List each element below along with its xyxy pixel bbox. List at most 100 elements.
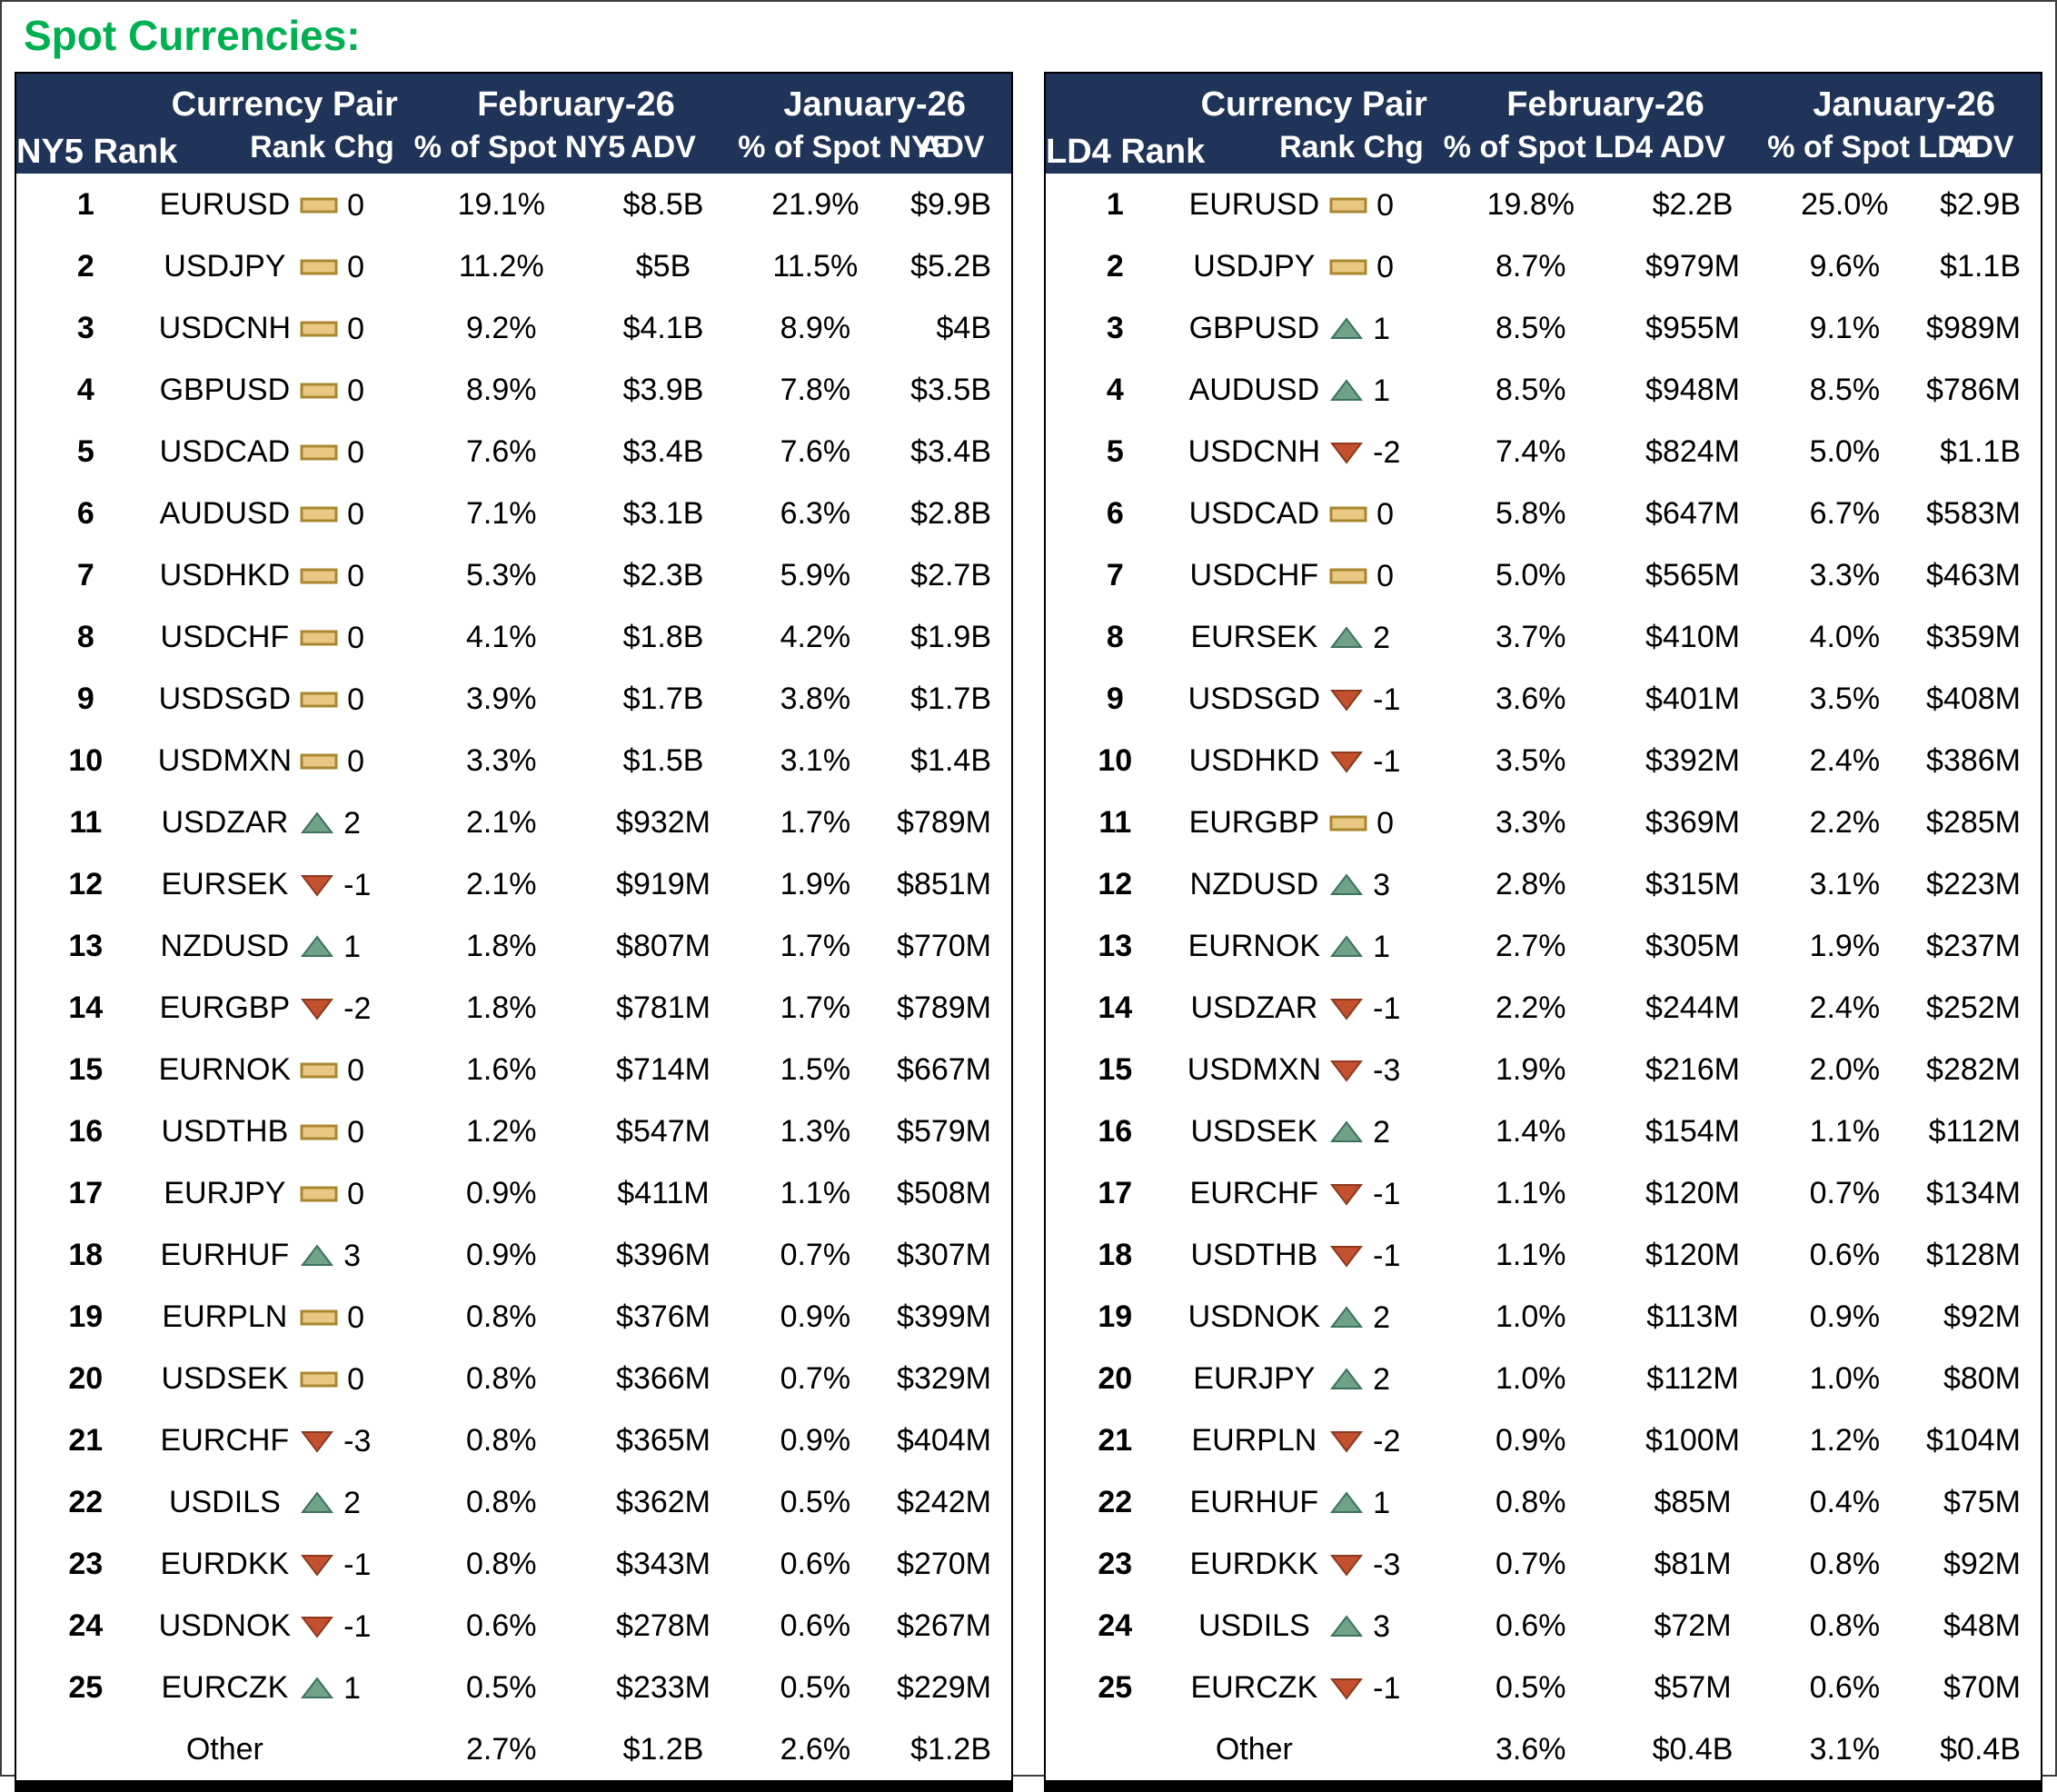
currency-row: 2 USDJPY 0 11.2% $5B 11.5% $5.2B [15,235,1012,297]
feb-pct-cell: 3.5% [1496,743,1566,779]
currency-row: 5 USDCNH -2 7.4% $824M 5.0% $1.1B [1045,421,2042,483]
pair-cell: EURSEK [1190,620,1318,655]
feb-pct-cell: 1.8% [466,929,537,964]
feb-pct-cell: 0.8% [466,1423,537,1458]
rank-cell: 9 [76,682,94,717]
rank-cell: 21 [68,1423,104,1458]
jan-adv-cell: $789M [897,805,991,841]
currency-row: 7 USDCHF 0 5.0% $565M 3.3% $463M [1045,544,2042,606]
rank-flat-icon [1329,196,1367,214]
feb-adv-cell: $807M [616,929,711,964]
rank-chg-cell: 1 [294,915,414,977]
rank-chg-cell: 0 [294,483,414,544]
currency-row: 10 USDMXN 0 3.3% $1.5B 3.1% $1.4B [15,730,1012,791]
currency-row: 16 USDSEK 2 1.4% $154M 1.1% $112M [1045,1100,2042,1162]
currency-row: 15 USDMXN -3 1.9% $216M 2.0% $282M [1045,1039,2042,1100]
jan-adv-cell: $75M [1943,1485,2021,1520]
pair-cell: USDSEK [161,1361,289,1397]
feb-pct-cell: 0.8% [466,1361,537,1397]
rank-cell: 24 [1098,1608,1133,1644]
pair-cell: USDCNH [1187,434,1321,470]
feb-adv-cell: $112M [1646,1361,1739,1397]
currency-row: 14 USDZAR -1 2.2% $244M 2.4% $252M [1045,977,2042,1039]
jan-adv-cell: $1.7B [910,682,991,717]
rank-chg-cell: 0 [294,668,414,730]
jan-adv-cell: $5.2B [910,249,991,284]
rank-cell: 5 [76,434,94,470]
rank-chg-value: 2 [1373,1115,1391,1150]
jan-adv-cell: $223M [1926,867,2021,902]
rank-flat-icon [300,196,338,214]
rank-chg-value: 0 [1376,497,1395,533]
rank-chg-value: 1 [343,930,362,965]
feb-adv-cell: $305M [1645,929,1740,964]
ny5-spot-table: NY5 Rank Currency Pair February-26 Janua… [15,72,1013,1792]
currency-row: 5 USDCAD 0 7.6% $3.4B 7.6% $3.4B [15,421,1012,483]
pair-cell: USDCAD [159,434,291,470]
currency-row: 2 USDJPY 0 8.7% $979M 9.6% $1.1B [1045,235,2042,297]
currency-row: 9 USDSGD 0 3.9% $1.7B 3.8% $1.7B [15,668,1012,730]
jan-adv-cell: $508M [897,1176,991,1211]
rank-chg-value: 3 [343,1239,362,1274]
currency-row: 18 USDTHB -1 1.1% $120M 0.6% $128M [1045,1224,2042,1286]
rank-cell: 9 [1106,682,1124,717]
jan-pct-cell: 0.5% [780,1485,851,1520]
pair-cell: USDSGD [158,682,292,717]
feb-pct-cell: 0.5% [1496,1670,1566,1706]
feb-adv-cell: $1.8B [622,620,704,655]
rank-up-icon [1329,1120,1364,1145]
rank-chg-cell: 2 [294,1471,414,1533]
feb-adv-cell: $72M [1654,1608,1732,1644]
jan-adv-cell: $329M [897,1361,991,1397]
rank-chg-value: 1 [1373,930,1391,965]
jan-pct-cell: 0.9% [1809,1299,1881,1335]
currency-row: 22 USDILS 2 0.8% $362M 0.5% $242M [15,1471,1012,1533]
feb-adv-cell: $3.1B [622,496,704,532]
feb-pct-cell: 8.5% [1496,373,1566,408]
rank-chg-cell: 0 [1324,544,1444,606]
feb-pct-cell: 7.6% [466,434,537,470]
currency-row: 16 USDTHB 0 1.2% $547M 1.3% $579M [15,1100,1012,1162]
jan-adv-header: ADV [1922,126,2042,174]
rank-chg-cell: 0 [294,235,414,297]
pair-cell: EURGBP [159,991,291,1026]
feb-adv-cell: $85M [1654,1485,1732,1520]
rank-cell: 15 [68,1052,104,1088]
feb-adv-cell: $366M [616,1361,711,1397]
rank-down-icon [300,1614,334,1639]
feb-pct-cell: 5.0% [1496,558,1566,593]
rank-chg-cell: -2 [1324,1409,1444,1471]
jan-pct-cell: 4.2% [780,620,851,655]
rank-down-icon [300,1429,334,1454]
rank-chg-value: 0 [347,497,365,533]
jan-pct-cell: 21.9% [771,187,860,223]
currency-row: 17 EURCHF -1 1.1% $120M 0.7% $134M [1045,1162,2042,1224]
jan-pct-cell: 0.4% [1809,1485,1881,1520]
rank-chg-value: -2 [343,991,372,1027]
rank-chg-cell: -3 [1324,1533,1444,1595]
rank-cell: 18 [68,1238,104,1273]
rank-cell: 2 [1106,249,1124,284]
jan-pct-cell: 1.7% [780,929,851,964]
jan-adv-cell: $4B [936,311,992,346]
jan-pct-cell: 7.8% [780,373,851,408]
currency-pair-header: Currency Pair [1184,73,1444,127]
rank-cell: 10 [1098,743,1133,779]
pair-cell: NZDUSD [1189,867,1319,902]
currency-row: 24 USDILS 3 0.6% $72M 0.8% $48M [1045,1595,2042,1657]
jan-adv-cell: $786M [1926,373,2021,408]
feb-adv-header: ADV [588,126,739,174]
rank-chg-cell: 3 [1324,853,1444,915]
jan-adv-cell: $770M [897,929,991,964]
feb-pct-cell: 3.6% [1496,682,1566,717]
ld4-table-header: LD4 Rank Currency Pair February-26 Janua… [1045,73,2042,174]
rank-chg-value: -1 [343,868,372,903]
jan-adv-cell: $307M [897,1238,991,1273]
jan-adv-cell: $229M [897,1670,991,1706]
rank-flat-icon [300,752,338,771]
rank-cell: 19 [68,1299,104,1335]
jan-pct-cell: 1.3% [780,1114,851,1150]
rank-cell: 3 [1106,311,1124,346]
rank-cell: 13 [1098,929,1133,964]
jan-pct-cell: 2.6% [780,1732,851,1767]
